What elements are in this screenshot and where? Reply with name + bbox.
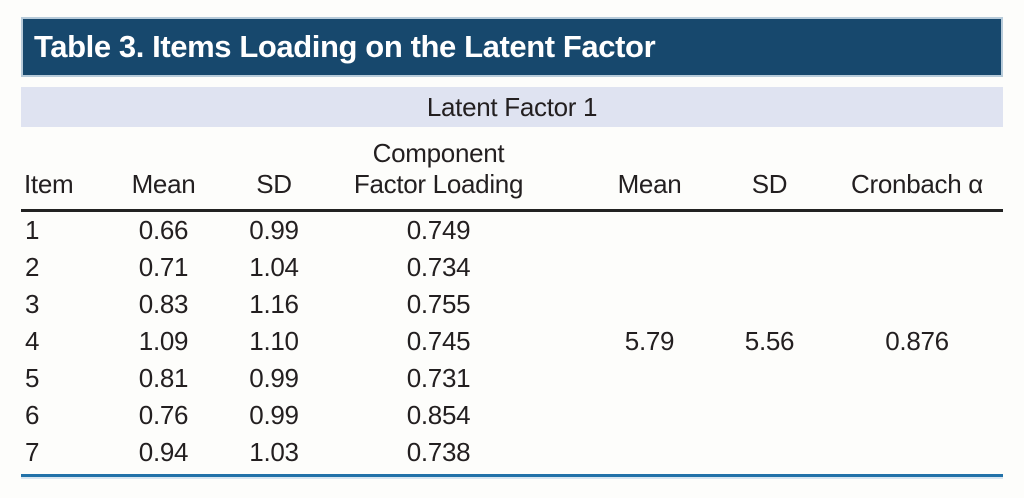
loading-cell: 0.755 [406,289,471,319]
table-row: 2 0.71 1.04 0.734 [21,249,1003,286]
header-mean-right: Mean [541,127,736,212]
item-cell: 2 [25,252,40,282]
header-cronbach-alpha: Cronbach α [831,127,1004,212]
table-title-bar: Table 3. Items Loading on the Latent Fac… [21,17,1003,77]
loading-cell: 0.749 [406,215,471,245]
table-row: 6 0.76 0.99 0.854 [21,397,1003,434]
group-header-latent-factor: Latent Factor 1 [21,87,1004,127]
sd-cell: 1.03 [249,437,299,467]
mean-cell: 1.09 [138,326,189,356]
header-sd-left: SD [226,127,336,212]
sd-cell: 0.99 [249,400,299,430]
header-component-line2: Factor Loading [353,169,524,199]
table-row: 5 0.81 0.99 0.731 [21,360,1003,397]
loading-cell: 0.734 [406,252,471,282]
table-row: 3 0.83 1.16 0.755 [21,286,1003,323]
column-header-row: Item Mean SD Component Factor Loading Me… [21,127,1004,212]
sd-cell: 1.10 [249,326,299,356]
summary-mean-cell: 5.79 [624,326,675,356]
table-title: Table 3. Items Loading on the Latent Fac… [34,29,656,64]
mean-cell: 0.71 [138,252,189,282]
item-cell: 5 [25,363,40,393]
table-row: 4 1.09 1.10 0.745 [21,323,1003,360]
item-cell: 6 [25,400,40,430]
sd-cell: 1.04 [249,252,299,282]
loading-cell: 0.731 [406,363,471,393]
summary-cronbach-cell: 0.876 [885,326,949,356]
header-component-line1: Component [372,138,505,168]
item-cell: 1 [25,215,40,245]
header-item: Item [21,127,101,212]
table3-container: Table 3. Items Loading on the Latent Fac… [21,17,1004,479]
sd-cell: 0.99 [249,363,299,393]
item-cell: 3 [25,289,40,319]
header-sd-right: SD [736,127,831,212]
mean-cell: 0.83 [138,289,189,319]
loading-cell: 0.738 [406,437,471,467]
mean-cell: 0.76 [138,400,189,430]
mean-cell: 0.81 [138,363,189,393]
title-band-gap [21,77,1003,87]
table-row: 1 0.66 0.99 0.749 5.79 5.56 0.876 [21,211,1003,356]
item-cell: 7 [25,437,40,467]
item-cell: 4 [25,326,40,356]
loading-cell: 0.745 [406,326,471,356]
sd-cell: 1.16 [249,289,299,319]
table-row: 7 0.94 1.03 0.738 [21,434,1003,471]
table-bottom-rule [21,474,1003,479]
mean-cell: 0.66 [138,215,189,245]
mean-cell: 0.94 [138,437,189,467]
header-component-factor-loading: Component Factor Loading [336,127,541,212]
sd-cell: 0.99 [249,215,299,245]
header-mean-left: Mean [101,127,226,212]
summary-sd-cell: 5.56 [744,326,795,356]
loading-cell: 0.854 [406,400,471,430]
group-header-row: Latent Factor 1 [21,87,1004,127]
items-loading-table: Latent Factor 1 Item Mean SD Component F… [21,87,1004,471]
